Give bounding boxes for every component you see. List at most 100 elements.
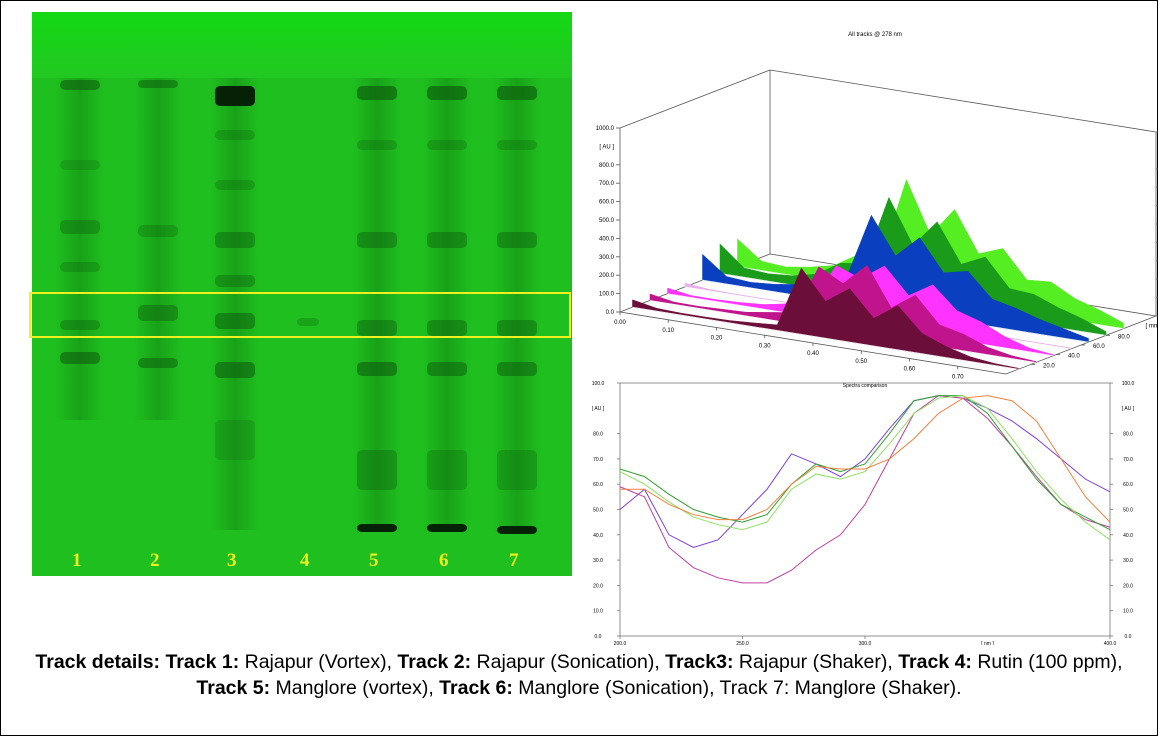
y-tick-label: 800.0 xyxy=(599,163,615,169)
y-tick-label: 0.0 xyxy=(595,634,602,640)
band xyxy=(497,232,537,248)
y-tick-label: 70.0 xyxy=(593,457,603,463)
y-tick-label: 100.0 xyxy=(599,292,615,298)
x-tick-label: 0.30 xyxy=(759,343,771,349)
x-tick-label: 300.0 xyxy=(859,641,872,645)
band xyxy=(215,275,255,287)
lane xyxy=(423,78,471,532)
caption-segment: Rajapur (Sonication), xyxy=(471,651,666,673)
z-tick-label: 20.0 xyxy=(1043,363,1055,369)
y-tick-label-right: 10.0 xyxy=(1123,609,1133,615)
band xyxy=(60,80,100,90)
z-tick-label: 40.0 xyxy=(1068,354,1080,360)
spectrum-line xyxy=(619,395,1111,531)
y-tick-label: 20.0 xyxy=(593,583,603,589)
band xyxy=(497,362,537,376)
band xyxy=(427,232,467,248)
band xyxy=(215,180,255,190)
band xyxy=(357,232,397,248)
band xyxy=(357,450,397,490)
y-tick-label-right: 20.0 xyxy=(1123,583,1133,589)
x-tick-label: 0.10 xyxy=(662,328,674,334)
lane-label: 2 xyxy=(150,550,160,571)
caption: Track details: Track 1: Rajapur (Vortex)… xyxy=(30,649,1128,701)
y-tick-label: 200.0 xyxy=(599,273,615,279)
highlight-box xyxy=(29,292,571,338)
band xyxy=(497,526,537,534)
caption-segment: Track 2: xyxy=(397,651,472,673)
tlc-plate: 1 2 3 4 5 6 7 xyxy=(29,12,572,576)
band xyxy=(215,232,255,248)
z-tick-label: 80.0 xyxy=(1118,334,1130,340)
caption-segment: Track 6: xyxy=(439,677,513,699)
chart-title: Spectra comparison xyxy=(843,383,888,389)
lane xyxy=(353,78,401,532)
band xyxy=(427,320,467,336)
band xyxy=(138,225,178,237)
lane xyxy=(56,78,104,420)
chart-title: All tracks @ 278 nm xyxy=(848,32,902,38)
band xyxy=(60,160,100,170)
band xyxy=(427,524,467,532)
z-axis-label: [ mm ] xyxy=(1146,324,1158,330)
y-tick-label-right: 30.0 xyxy=(1123,558,1133,564)
spectrum-line xyxy=(619,395,1111,541)
lane-label: 4 xyxy=(300,550,310,571)
caption-segment: Track 4: xyxy=(898,651,972,673)
band xyxy=(215,86,255,106)
y-tick-label-right: 80.0 xyxy=(1123,432,1133,438)
caption-segment: Track3: xyxy=(665,651,734,673)
band xyxy=(357,524,397,532)
band xyxy=(497,140,537,150)
y-axis-label: [ AU ] xyxy=(599,144,614,150)
caption-segment: Track 5: xyxy=(196,677,271,699)
y-tick-label: 60.0 xyxy=(593,482,603,488)
x-tick-label: 0.00 xyxy=(614,320,626,326)
y-tick-label: 100.0 xyxy=(592,381,605,387)
caption-segment: Rajapur (Shaker), xyxy=(733,651,899,673)
lane-label: 3 xyxy=(227,550,237,571)
y-tick-label: 1000.0 xyxy=(596,126,615,132)
track-baseline xyxy=(632,306,1019,370)
band xyxy=(60,352,100,364)
band xyxy=(497,320,537,336)
band xyxy=(427,362,467,376)
x-tick-label: 250.0 xyxy=(736,641,749,645)
band xyxy=(357,320,397,336)
y-axis-label: [ AU ] xyxy=(592,406,605,412)
lane xyxy=(134,78,182,420)
track-profile xyxy=(702,214,1089,343)
band xyxy=(357,86,397,100)
band xyxy=(297,318,319,326)
lane xyxy=(211,78,259,530)
y-tick-label-right: 100.0 xyxy=(1122,381,1135,387)
y-tick-label: 30.0 xyxy=(593,558,603,564)
lane-label: 6 xyxy=(439,550,449,571)
band xyxy=(357,362,397,376)
track-profile xyxy=(632,267,1019,370)
lane-label: 1 xyxy=(72,550,82,571)
x-tick-label: 0.70 xyxy=(952,374,964,380)
solvent-front xyxy=(32,12,572,78)
caption-segment: Rajapur (Vortex), xyxy=(239,651,398,673)
x-tick-label: 0.20 xyxy=(711,336,723,342)
band xyxy=(427,86,467,100)
axis-line xyxy=(769,69,1157,133)
band xyxy=(60,320,100,330)
x-axis-label: [ nm ] xyxy=(981,641,994,645)
x-tick-label: 200.0 xyxy=(614,641,627,645)
lane xyxy=(493,78,541,532)
y-tick-label-right: 0.0 xyxy=(1125,634,1132,640)
band xyxy=(357,140,397,150)
y-tick-label-right: 40.0 xyxy=(1123,533,1133,539)
band xyxy=(215,362,255,378)
axis-line xyxy=(619,69,771,129)
figure: 1 2 3 4 5 6 7 All tracks @ 278 nm 0.0 100.0 200.0… xyxy=(29,12,1158,645)
band xyxy=(138,305,178,321)
caption-segment: Manglore (vortex), xyxy=(270,677,440,699)
band xyxy=(138,80,178,88)
band xyxy=(215,420,255,460)
caption-segment: Track details: Track 1: xyxy=(35,651,240,673)
caption-segment: Manglore (Sonication), Track 7: Manglore… xyxy=(512,677,962,699)
